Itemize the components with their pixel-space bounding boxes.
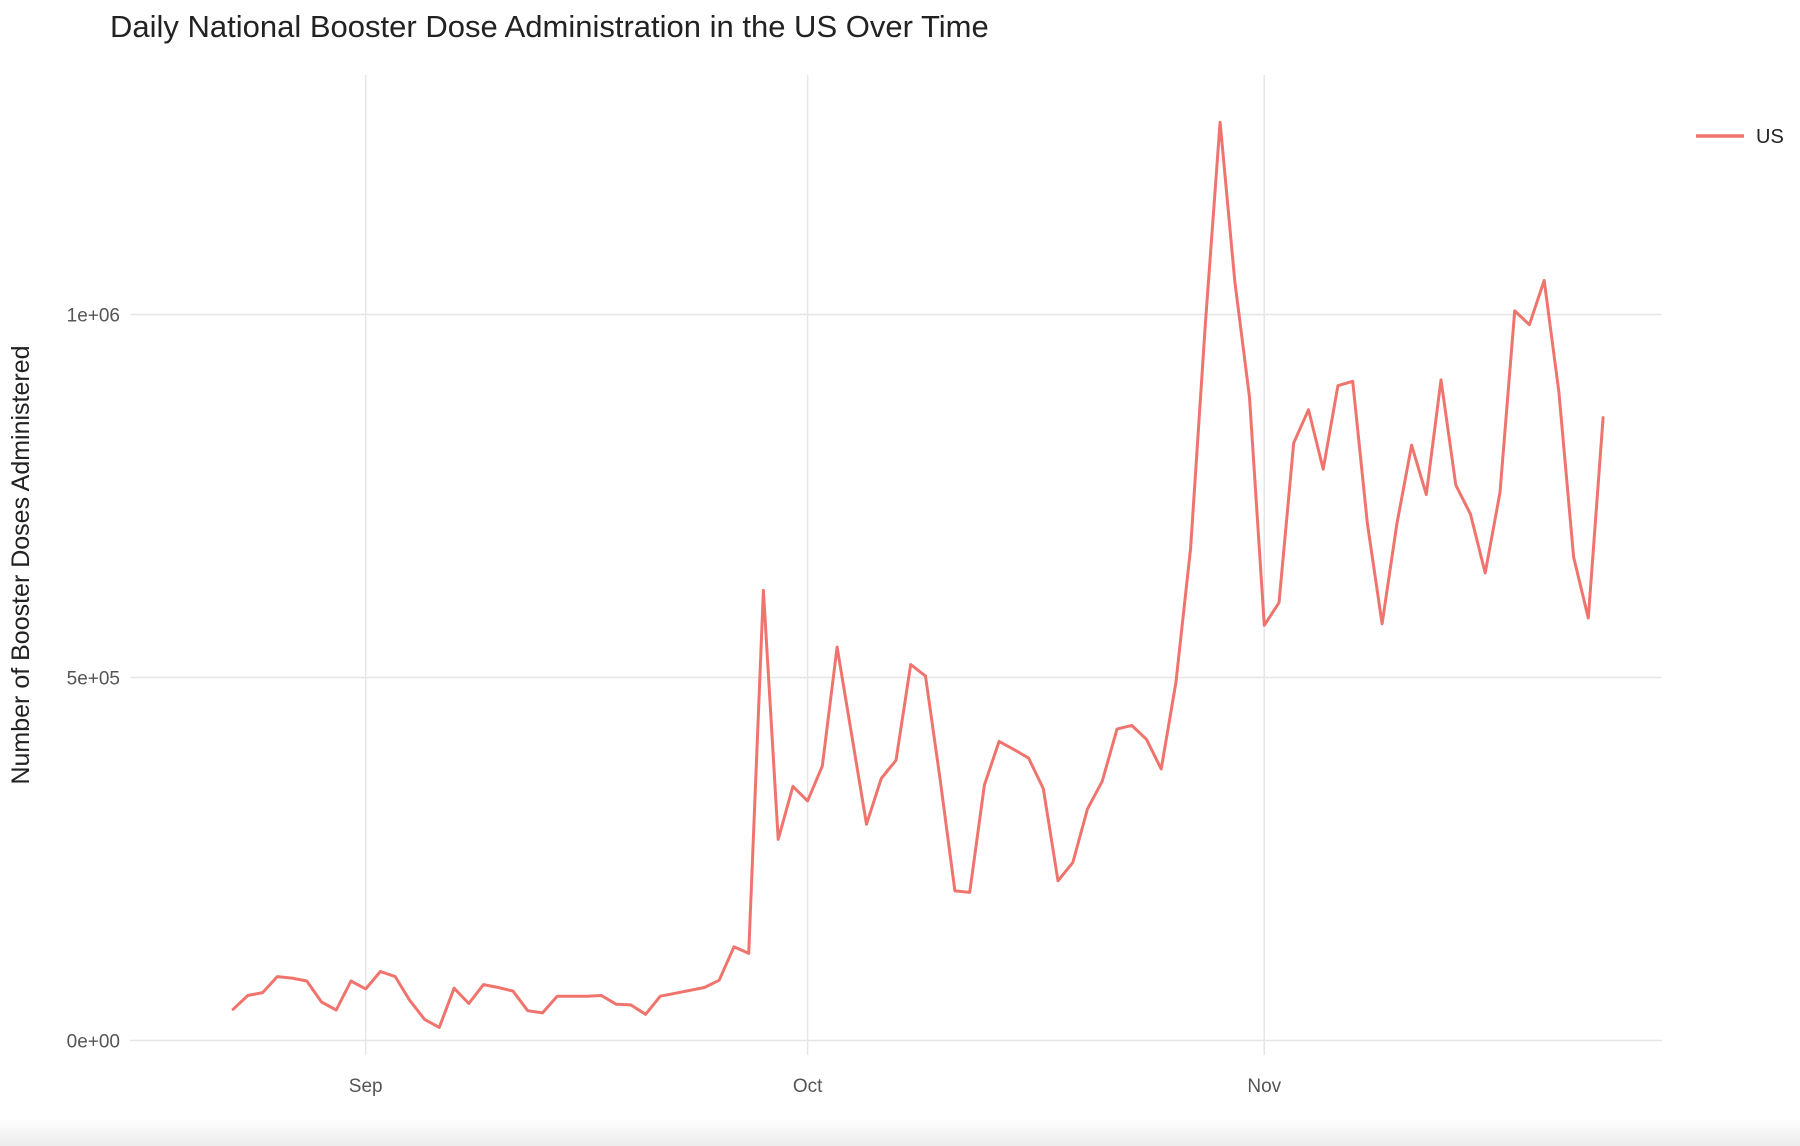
y-tick-label: 1e+06 [67, 306, 120, 327]
legend[interactable]: US [1696, 126, 1784, 148]
bottom-bar [0, 1118, 1800, 1146]
x-axis-ticks: Sep Oct Nov [349, 1076, 1282, 1097]
x-tick-label: Sep [349, 1076, 383, 1097]
y-tick-label: 0e+00 [67, 1031, 120, 1052]
x-tick-label: Nov [1247, 1076, 1281, 1097]
chart-title: Daily National Booster Dose Administrati… [110, 9, 989, 44]
x-tick-label: Oct [793, 1076, 823, 1097]
y-tick-label: 5e+05 [67, 669, 120, 690]
y-axis-label: Number of Booster Doses Administered [7, 345, 35, 784]
y-axis-ticks: 0e+00 5e+05 1e+06 [67, 306, 120, 1053]
series-line-us[interactable] [231, 120, 1605, 1029]
series-layer [231, 120, 1605, 1029]
legend-label-us[interactable]: US [1756, 126, 1784, 148]
grid [130, 75, 1662, 1055]
